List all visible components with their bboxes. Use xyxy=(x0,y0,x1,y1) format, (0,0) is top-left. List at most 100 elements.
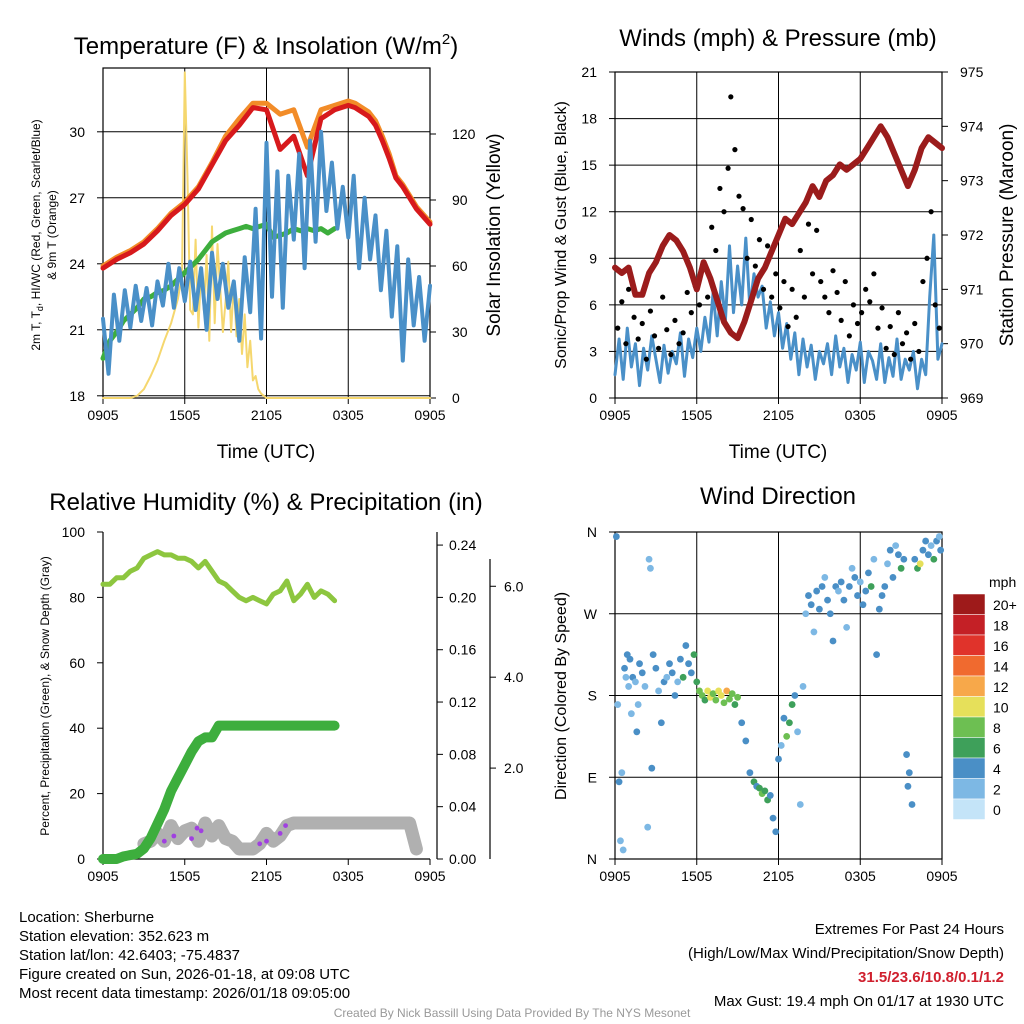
wind-direction-point xyxy=(709,690,717,698)
extremes-values: 31.5/23.6/10.8/0.1/1.2 xyxy=(858,969,1004,986)
temp-title-end: ) xyxy=(450,33,458,60)
wind-direction-point xyxy=(935,533,943,540)
gust-point xyxy=(838,317,844,323)
gust-point xyxy=(928,209,934,215)
wind-direction-point xyxy=(685,660,692,668)
wind-direction-point xyxy=(634,701,642,708)
winds-xtick-label: 1505 xyxy=(681,407,712,423)
temp-ytick-right-label: 60 xyxy=(452,258,468,274)
wdir-xtick-label: 0905 xyxy=(599,868,630,884)
colorbar-label: 0 xyxy=(993,802,1001,818)
snow-ytick-label: 6.0 xyxy=(504,578,524,594)
gust-point xyxy=(863,286,869,292)
gust-point xyxy=(875,325,881,331)
wind-direction-point xyxy=(636,660,643,668)
gust-point xyxy=(736,193,742,199)
gust-point xyxy=(696,302,703,308)
temp-ytick-right-label: 120 xyxy=(452,126,476,142)
gust-point xyxy=(660,294,666,300)
created-text: Figure created on Sun, 2026-01-18, at 09… xyxy=(19,966,351,983)
temp-ylabel-right: Solar Insolation (Yellow) xyxy=(484,133,505,336)
wind-direction-point xyxy=(818,583,826,590)
wind-direction-point xyxy=(617,837,624,845)
wind-direction-point xyxy=(788,701,796,708)
temp-ytick-label: 27 xyxy=(69,190,85,206)
wind-direction-point xyxy=(824,596,831,604)
winds-ytick-right-label: 975 xyxy=(960,64,984,80)
pressure-line xyxy=(612,123,945,342)
temp-line-wc xyxy=(101,129,432,376)
winds-xlabel: Time (UTC) xyxy=(729,442,828,463)
colorbar-swatch xyxy=(952,757,986,779)
wind-direction-point xyxy=(742,737,750,745)
wind-direction-point xyxy=(655,687,662,695)
gust-point xyxy=(916,348,922,355)
latlon-text: Station lat/lon: 42.6403; -75.4837 xyxy=(19,947,241,964)
wind-direction-point xyxy=(796,801,804,808)
colorbar-label: 10 xyxy=(993,700,1009,716)
temp-ylabel-left: 2m T, Td, HI/WC (Red, Green, Scarlet/Blu… xyxy=(29,119,45,350)
rh-xtick-label: 0905 xyxy=(87,868,118,884)
max-gust-text: Max Gust: 19.4 mph On 01/17 at 1930 UTC xyxy=(713,993,1004,1010)
rh-line xyxy=(100,549,338,607)
gust-point xyxy=(740,206,746,212)
gust-point xyxy=(883,345,889,351)
wind-direction-point xyxy=(843,623,851,631)
winds-xtick-label: 0305 xyxy=(845,407,876,423)
wind-direction-point xyxy=(886,546,894,554)
wdir-xtick-label: 0305 xyxy=(845,868,876,884)
wind-direction-point xyxy=(859,601,867,609)
wind-direction-point xyxy=(815,605,823,613)
gust-point xyxy=(623,341,629,347)
winds-axes: 0905 1505 2105 0305 0905 xyxy=(599,71,958,423)
temp-title-sup: 2 xyxy=(442,31,450,48)
gust-point xyxy=(615,325,621,331)
colorbar-label: 12 xyxy=(993,679,1009,695)
temp-ytick-label: 18 xyxy=(69,388,85,404)
wind-direction-point xyxy=(799,683,807,690)
wind-direction-point xyxy=(783,732,791,740)
gust-point xyxy=(826,310,832,316)
temp-ylabel-part1: 2m T, T xyxy=(29,310,43,350)
wind-direction-point xyxy=(746,769,754,777)
extremes-header: Extremes For Past 24 Hours xyxy=(814,921,1004,938)
rh-xtick-label: 1505 xyxy=(169,868,200,884)
wind-direction-point xyxy=(837,578,845,586)
winds-ylabel-right: Station Pressure (Maroon) xyxy=(997,124,1018,347)
winds-ytick-label: 18 xyxy=(581,111,597,127)
winds-ytick-label: 0 xyxy=(589,390,597,406)
gust-point xyxy=(684,289,690,296)
temp-xtick-label: 0305 xyxy=(333,407,364,423)
colorbar-label: 8 xyxy=(993,720,1001,736)
winds-ytick-label: 15 xyxy=(581,157,597,173)
winds-xtick-label: 0905 xyxy=(599,407,630,423)
wind-direction-point xyxy=(734,693,742,701)
winds-ytick-label: 21 xyxy=(581,64,597,80)
wind-direction-point xyxy=(704,687,712,695)
wind-direction-point xyxy=(873,651,880,659)
wind-direction-point xyxy=(805,592,812,599)
gust-point xyxy=(725,165,731,171)
wdir-ylabel-left: Direction (Colored By Speed) xyxy=(553,592,570,800)
gust-point xyxy=(879,305,885,311)
gust-point xyxy=(664,327,670,333)
wind-direction-point xyxy=(693,678,701,686)
wdir-ytick-label: N xyxy=(587,524,597,540)
snow-point xyxy=(194,825,200,831)
temp-ylabel-part2: , HI/WC (Red, Green, Scarlet/Blue) xyxy=(29,119,43,306)
gust-point xyxy=(887,323,893,330)
wind-direction-point xyxy=(791,692,799,699)
temp-ytick-right-label: 30 xyxy=(452,324,468,340)
snow-point xyxy=(277,831,283,836)
colorbar-label: 6 xyxy=(993,741,1001,757)
wind-direction-point xyxy=(922,537,930,545)
wind-direction-point xyxy=(786,719,793,727)
wind-direction-point xyxy=(645,555,653,563)
wind-direction-point xyxy=(663,673,671,681)
gust-point xyxy=(668,351,674,358)
temp-xtick-label: 1505 xyxy=(169,407,200,423)
snow-ytick-label: 2.0 xyxy=(504,760,524,776)
wind-direction-point xyxy=(829,637,837,645)
wind-direction-point xyxy=(674,678,682,686)
